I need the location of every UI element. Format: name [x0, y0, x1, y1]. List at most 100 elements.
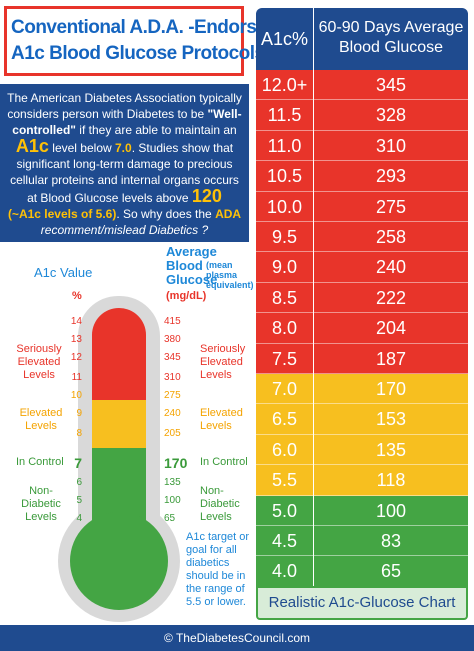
- table-row: 4.5 83: [256, 526, 468, 557]
- bg-cell: 153: [375, 409, 407, 430]
- bg-cell: 328: [375, 105, 407, 126]
- avg-bg-label: Average Blood Glucose: [166, 244, 218, 287]
- a1c-cell: 9.0: [256, 252, 314, 283]
- info-text-7: recomment/mislead Diabetics ?: [40, 223, 209, 237]
- bg-cell: 187: [375, 348, 407, 369]
- left-in-control: In Control: [16, 456, 64, 468]
- thermometer-red-segment: [92, 308, 146, 400]
- bg-cell: 222: [375, 287, 407, 308]
- title-box: Conventional A.D.A. -Endorsed A1c Blood …: [4, 6, 278, 76]
- bg-tick-label: 100: [164, 495, 181, 506]
- mgdl-unit: (mg/dL): [166, 290, 207, 302]
- a1c-cell: 4.0: [256, 556, 314, 587]
- info-text-4: . Studies show that significant long-ter…: [10, 141, 239, 205]
- a1c-cell: 5.0: [256, 495, 314, 526]
- right-seriously-elevated: Seriously Elevated Levels: [200, 343, 246, 381]
- bg-tick-label: 170: [164, 455, 188, 471]
- a1c-tick-label: 10: [70, 390, 82, 401]
- pct-unit: %: [72, 290, 82, 302]
- bg-cell: 310: [375, 135, 407, 156]
- bg-cell: 258: [375, 227, 407, 247]
- table-row: 9.5 258: [256, 222, 468, 253]
- info-text-1: The American Diabetes Association typica…: [7, 91, 242, 121]
- a1c-tick-label: 4: [76, 513, 82, 524]
- table-row: 6.0 135: [256, 434, 468, 466]
- info-text-3: level below: [48, 141, 115, 155]
- table-row: 5.5 118: [256, 465, 468, 496]
- bg-cell: 135: [375, 439, 407, 460]
- table-header: A1c% 60-90 Days Average Blood Glucose: [256, 8, 468, 70]
- bg-cell: 204: [375, 318, 407, 339]
- bg-cell: 293: [375, 166, 407, 187]
- a1c-tick-label: 9: [76, 408, 82, 419]
- bg-tick-label: 415: [164, 316, 181, 327]
- a1c-cell: 8.5: [256, 282, 314, 314]
- mean-note: (mean plasma equivalent): [206, 260, 254, 290]
- a1c-cell: 10.0: [256, 191, 314, 222]
- bg-tick-label: 205: [164, 428, 181, 439]
- a1c-cell: 4.5: [256, 526, 314, 557]
- table-footer: Realistic A1c-Glucose Chart: [256, 586, 468, 620]
- bg-tick-label: 135: [164, 477, 181, 488]
- a1c-cell: 6.0: [256, 434, 314, 466]
- bg-tick-label: 345: [164, 352, 181, 363]
- right-non-diabetic: Non-Diabetic Levels: [200, 485, 240, 523]
- title-line-1: Conventional A.D.A. -Endorsed: [11, 17, 278, 38]
- table-row: 9.0 240: [256, 252, 468, 283]
- info-120: 120: [191, 186, 222, 206]
- bg-tick-label: 310: [164, 372, 181, 383]
- info-a1c-56: (~A1c levels of 5.6): [7, 207, 117, 221]
- target-note: A1c target or goal for all diabetics sho…: [186, 531, 249, 608]
- table-row: 8.5 222: [256, 282, 468, 314]
- bg-cell: 170: [375, 379, 407, 399]
- a1c-cell: 10.5: [256, 161, 314, 192]
- a1c-tick-label: 7: [74, 455, 82, 471]
- thermometer-bulb-fill: [70, 512, 168, 610]
- info-a1c: A1c: [15, 136, 49, 156]
- info-text-2: if they are able to maintain an: [75, 123, 237, 137]
- bg-cell: 65: [380, 561, 402, 582]
- bg-tick-label: 275: [164, 390, 181, 401]
- left-elevated: Elevated Levels: [19, 407, 63, 432]
- bg-tick-label: 240: [164, 408, 181, 419]
- a1c-tick-label: 12: [70, 352, 82, 363]
- info-panel: The American Diabetes Association typica…: [0, 84, 249, 242]
- thermometer-yellow-segment: [92, 400, 146, 448]
- bg-tick-label: 65: [164, 513, 176, 524]
- bg-cell: 83: [380, 531, 402, 551]
- page-footer: © TheDiabetesCouncil.com: [0, 625, 474, 651]
- table-row: 7.0 170: [256, 374, 468, 405]
- a1c-cell: 11.0: [256, 130, 314, 162]
- header-a1c: A1c%: [256, 8, 314, 70]
- table-row: 8.0 204: [256, 313, 468, 344]
- table-row: 12.0+ 345: [256, 70, 468, 101]
- a1c-cell: 12.0+: [256, 70, 314, 101]
- left-seriously-elevated: Seriously Elevated Levels: [16, 343, 62, 381]
- title-line-2: A1c Blood Glucose Protocols: [11, 43, 265, 64]
- table-row: 10.0 275: [256, 191, 468, 222]
- bg-cell: 345: [375, 75, 407, 95]
- info-well-controlled: "Well-controlled": [12, 107, 242, 137]
- a1c-cell: 7.0: [256, 374, 314, 405]
- table-row: 7.5 187: [256, 343, 468, 374]
- bg-cell: 118: [376, 470, 406, 491]
- a1c-tick-label: 5: [76, 495, 82, 506]
- info-text-6: . So why does the: [116, 207, 216, 221]
- bg-cell: 240: [375, 257, 407, 278]
- a1c-cell: 11.5: [256, 100, 314, 131]
- a1c-tick-label: 13: [70, 334, 82, 345]
- a1c-cell: 7.5: [256, 343, 314, 374]
- info-seven: 7.0: [115, 141, 132, 155]
- table-row: 11.5 328: [256, 100, 468, 131]
- right-elevated: Elevated Levels: [200, 407, 243, 432]
- table-row: 6.5 153: [256, 404, 468, 435]
- right-in-control: In Control: [200, 456, 248, 468]
- bg-cell: 100: [375, 500, 407, 521]
- table-row: 11.0 310: [256, 130, 468, 162]
- a1c-tick-label: 6: [76, 477, 82, 488]
- table-row: 5.0 100: [256, 495, 468, 526]
- a1c-tick-label: 11: [71, 372, 82, 383]
- info-ada: ADA: [215, 207, 242, 221]
- bg-tick-label: 380: [164, 334, 181, 345]
- header-bg: 60-90 Days Average Blood Glucose: [318, 19, 464, 56]
